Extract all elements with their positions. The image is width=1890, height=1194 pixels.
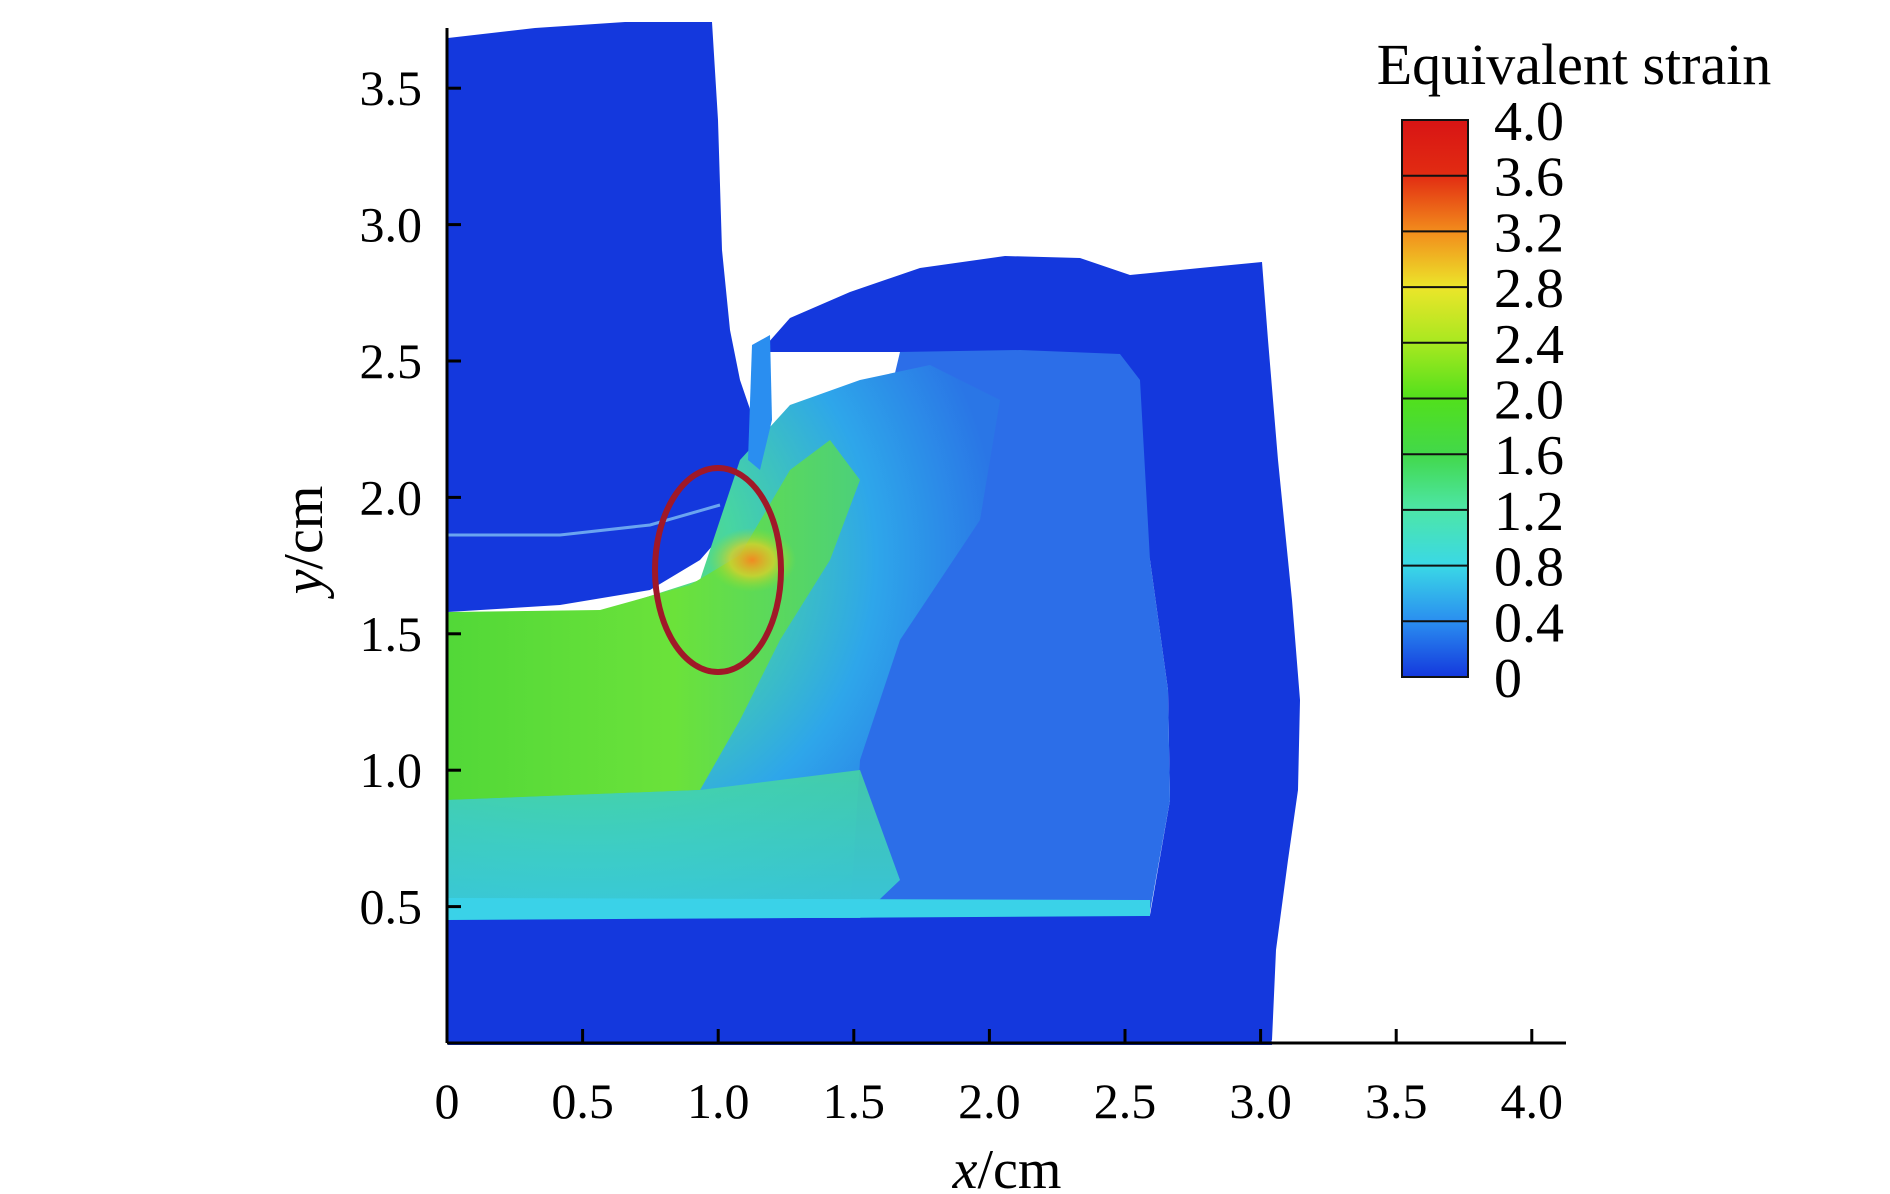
colorbar-label: 1.6: [1494, 425, 1564, 487]
colorbar-label: 0.8: [1494, 537, 1564, 599]
x-tick-label: 1.5: [823, 1073, 886, 1129]
lower-die: [448, 890, 1272, 1045]
right-die: [760, 256, 1300, 1040]
y-tick-label: 1.0: [360, 742, 423, 798]
colorbar-label: 0.4: [1494, 592, 1564, 654]
y-tick-label: 2.5: [360, 333, 423, 389]
workpiece-bottom-strip: [448, 898, 1150, 920]
colorbar-label: 3.2: [1494, 202, 1564, 264]
y-tick-label: 3.0: [360, 197, 423, 253]
x-tick-label: 3.0: [1229, 1073, 1292, 1129]
colorbar-label: 2.8: [1494, 258, 1564, 320]
colorbar: Equivalent strain 4.03.63.22.82.42.01.61…: [1377, 32, 1772, 710]
x-tick-label: 1.0: [687, 1073, 750, 1129]
die-contact-line: [448, 503, 721, 537]
upper-die: [448, 22, 752, 612]
annotation-ellipse: [652, 465, 784, 675]
y-ticks: 0.5 1.0 1.5 2.0 2.5 3.0 3.5: [360, 60, 461, 935]
workpiece-flange: [748, 335, 772, 470]
colorbar-label: 2.4: [1494, 314, 1564, 376]
y-tick-label: 0.5: [360, 879, 423, 935]
x-tick-label: 2.5: [1094, 1073, 1157, 1129]
colorbar-label: 4.0: [1494, 91, 1564, 153]
x-tick-label: 2.0: [958, 1073, 1021, 1129]
y-tick-label: 1.5: [360, 606, 423, 662]
workpiece-lower-band: [448, 770, 900, 918]
x-tick-label: 3.5: [1365, 1073, 1428, 1129]
x-tick-label: 4.0: [1501, 1073, 1564, 1129]
colorbar-bands: [1402, 174, 1468, 623]
plot-area: [448, 22, 1300, 1045]
high-strain-zone: [708, 528, 796, 592]
colorbar-label: 3.6: [1494, 147, 1564, 209]
colorbar-label: 0: [1494, 648, 1522, 710]
y-axis-title: y/cm: [273, 486, 335, 600]
y-tick-label: 3.5: [360, 60, 423, 116]
colorbar-label: 1.2: [1494, 481, 1564, 543]
colorbar-labels: 4.03.63.22.82.42.01.61.20.80.40: [1494, 91, 1564, 710]
colorbar-label: 2.0: [1494, 370, 1564, 432]
x-axis-title: x/cm: [952, 1139, 1062, 1194]
colorbar-title: Equivalent strain: [1377, 32, 1772, 97]
y-tick-label: 2.0: [360, 469, 423, 525]
x-tick-label: 0.5: [551, 1073, 614, 1129]
x-tick-label: 0: [435, 1073, 460, 1129]
axes: 0 0.5 1.0 1.5 2.0 2.5 3.0 3.5 4.0 0.51.01.52.02.…: [360, 28, 1566, 1129]
x-ticks: 0 0.5 1.0 1.5 2.0 2.5 3.0 3.5 4.0: [435, 1029, 1564, 1129]
